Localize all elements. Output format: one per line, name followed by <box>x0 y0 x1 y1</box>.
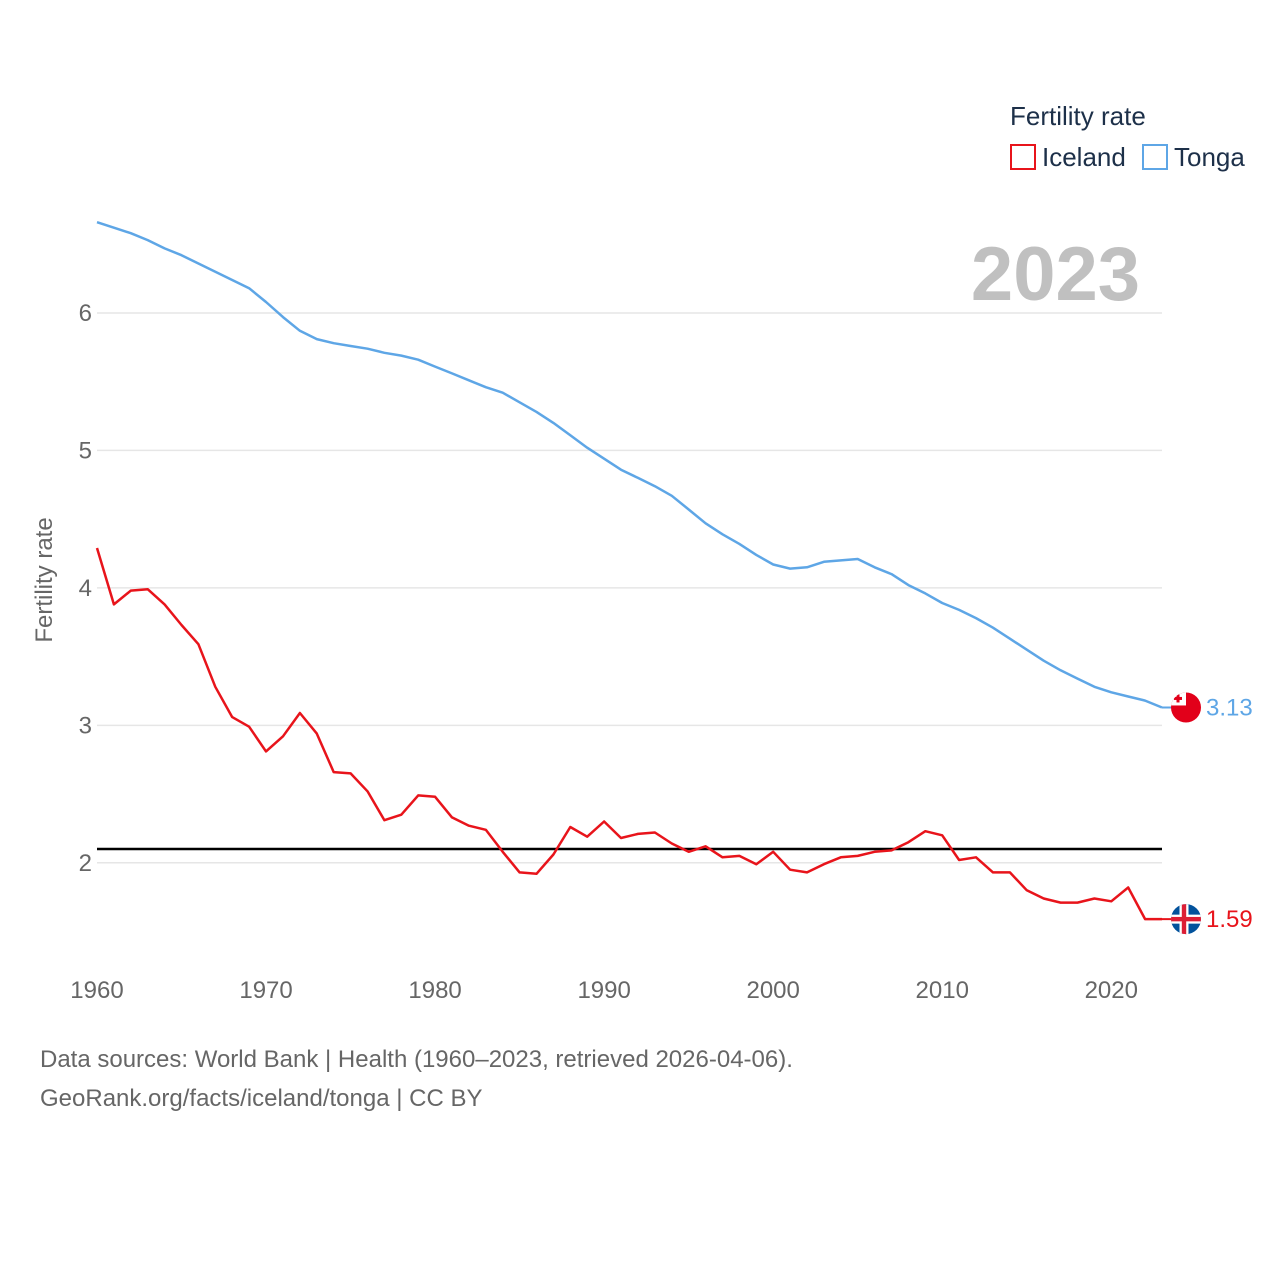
y-tick-label: 5 <box>79 437 92 464</box>
x-tick-label: 1980 <box>408 977 461 1004</box>
end-markers: 1.59 3.13 <box>1162 692 1253 935</box>
y-axis-label: Fertility rate <box>31 517 58 642</box>
x-tick-label: 1970 <box>239 977 292 1004</box>
credit-line: GeoRank.org/facts/iceland/tonga | CC BY <box>40 1085 483 1112</box>
x-tick-label: 2010 <box>916 977 969 1004</box>
series-line-iceland <box>95 547 1162 921</box>
x-tick-label: 2020 <box>1085 977 1138 1004</box>
y-tick-label: 3 <box>79 712 92 739</box>
legend-title: Fertility rate <box>1010 101 1146 131</box>
end-value-label-tonga: 3.13 <box>1206 694 1253 721</box>
series-line-tonga <box>96 221 1163 709</box>
legend-swatch <box>1010 144 1036 170</box>
x-tick-label: 1990 <box>577 977 630 1004</box>
legend-item-tonga[interactable]: Tonga <box>1142 142 1245 172</box>
legend: Fertility rate Iceland Tonga <box>1010 101 1245 172</box>
data-source-note: Data sources: World Bank | Health (1960–… <box>40 1046 793 1073</box>
y-tick-label: 2 <box>79 850 92 877</box>
x-axis-ticks: 1960 1970 1980 1990 2000 2010 2020 <box>70 977 1138 1004</box>
legend-label: Iceland <box>1042 142 1126 172</box>
iceland-flag-icon <box>1171 904 1201 935</box>
gridlines <box>97 312 1162 864</box>
year-label: 2023 <box>971 232 1140 317</box>
x-tick-label: 1960 <box>70 977 123 1004</box>
tonga-flag-icon <box>1171 692 1201 723</box>
legend-item-iceland[interactable]: Iceland <box>1010 142 1126 172</box>
legend-label: Tonga <box>1174 142 1245 172</box>
legend-swatch <box>1142 144 1168 170</box>
y-tick-label: 6 <box>79 300 92 327</box>
series-lines <box>95 221 1163 921</box>
y-tick-label: 4 <box>79 575 92 602</box>
end-value-label-iceland: 1.59 <box>1206 906 1253 933</box>
x-tick-label: 2000 <box>746 977 799 1004</box>
y-axis-ticks: 2 3 4 5 6 <box>79 300 92 877</box>
